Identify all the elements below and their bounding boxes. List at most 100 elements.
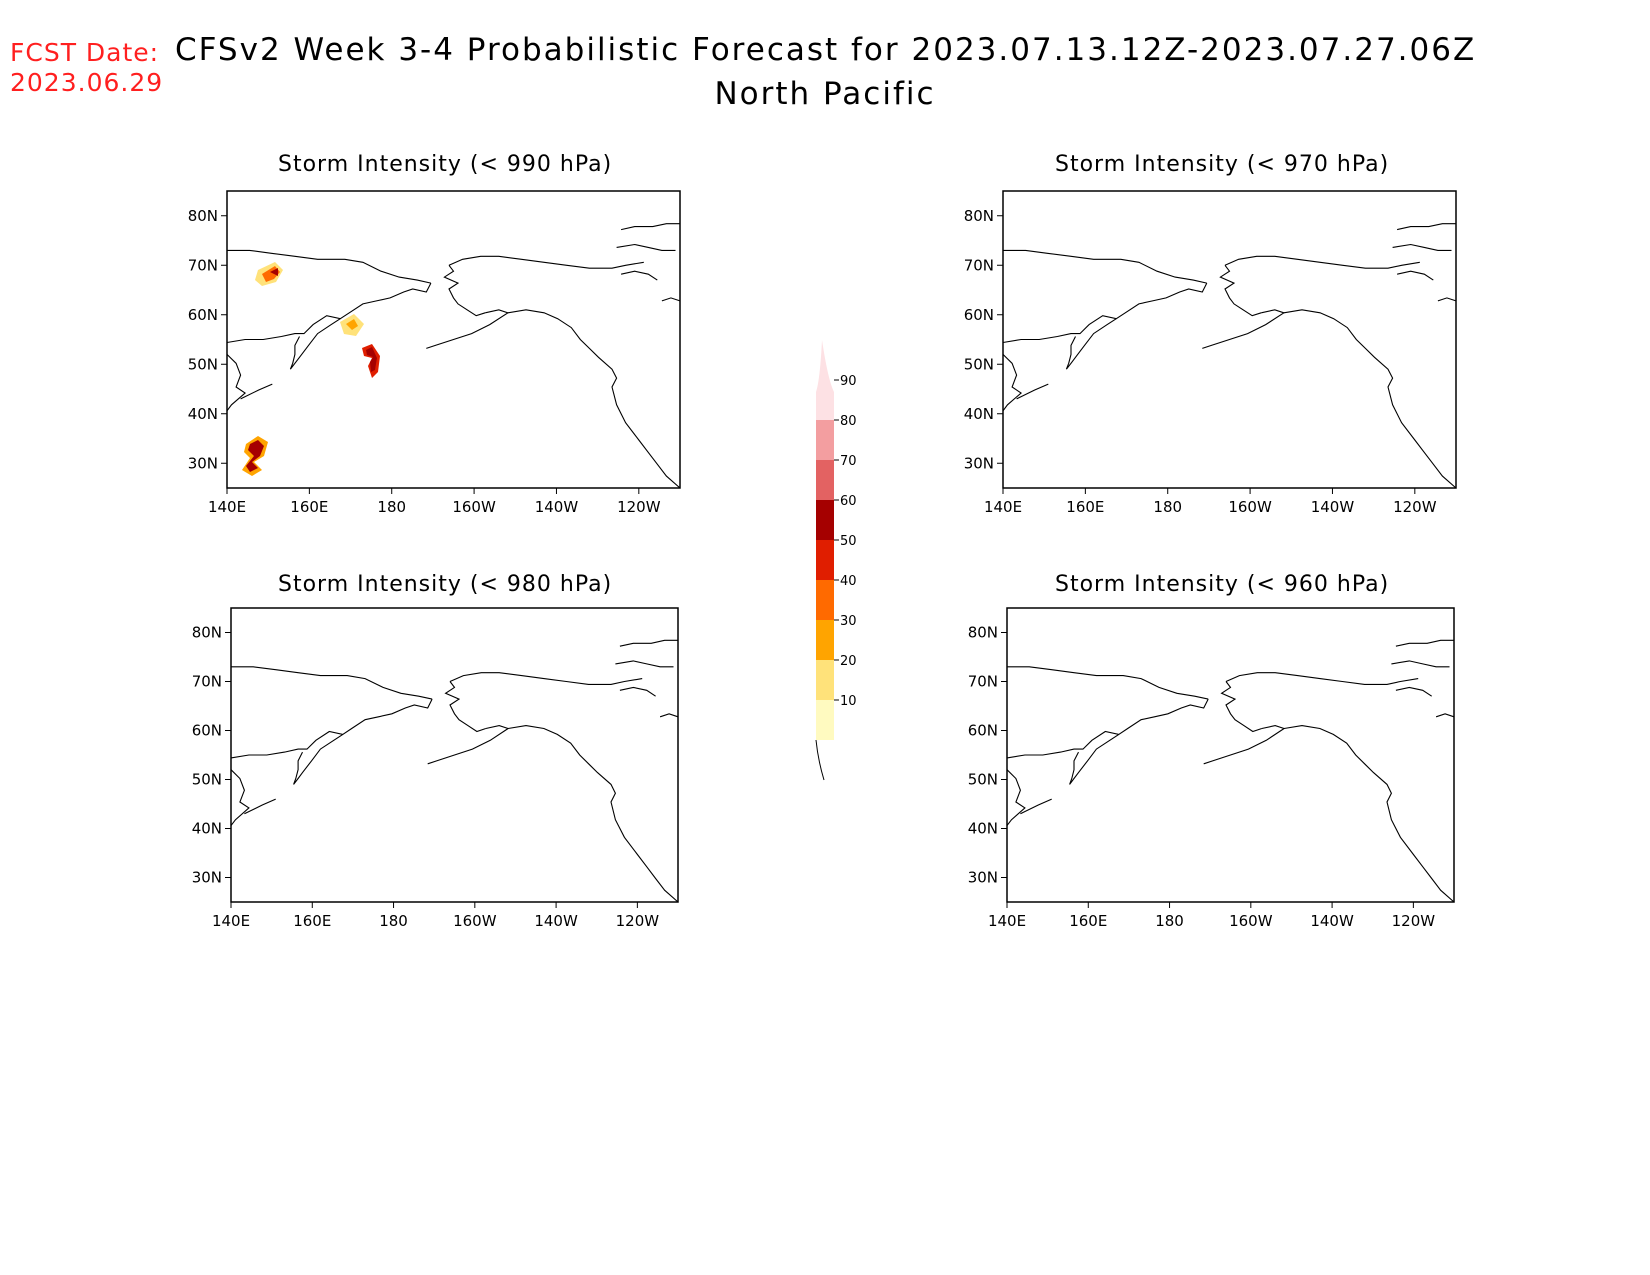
colorbar-segment xyxy=(816,540,834,580)
lon-tick-label: 180 xyxy=(1155,912,1184,930)
colorbar-segment xyxy=(816,660,834,700)
coastline xyxy=(1003,249,1207,284)
coastline xyxy=(226,354,247,412)
lat-tick-label: 50N xyxy=(964,355,994,373)
prob-blob-chukotka-max xyxy=(270,268,278,276)
coastline xyxy=(1391,660,1450,668)
coastline xyxy=(661,297,681,302)
coastline xyxy=(619,686,656,697)
map-frame-group xyxy=(1006,639,1455,903)
colorbar-label: 40 xyxy=(840,574,857,589)
lon-tick-label: 180 xyxy=(1153,498,1182,516)
coastline xyxy=(1065,318,1117,370)
coastline xyxy=(1202,309,1286,349)
coastline xyxy=(1283,309,1457,489)
lon-tick-label: 140W xyxy=(1311,498,1355,516)
panel-title: Storm Intensity (< 980 hPa) xyxy=(278,572,613,597)
colorbar-label: 90 xyxy=(840,374,857,389)
lat-tick-label: 80N xyxy=(192,624,222,642)
map-frame xyxy=(1006,607,1455,903)
lat-tick-label: 40N xyxy=(964,405,994,423)
lat-tick-label: 30N xyxy=(968,869,998,887)
lat-tick-label: 40N xyxy=(188,405,218,423)
lon-tick-label: 120W xyxy=(1392,912,1436,930)
coastline xyxy=(619,639,678,647)
coastline xyxy=(1396,270,1434,281)
lat-tick-label: 60N xyxy=(964,306,994,324)
coastline xyxy=(1220,681,1262,733)
coastline xyxy=(1437,297,1457,302)
coastline xyxy=(231,666,433,700)
forecast-date: FCST Date: 2023.06.29 xyxy=(10,38,163,98)
lon-tick-label: 160E xyxy=(1066,498,1104,516)
prob-blob-aleutian-core xyxy=(366,347,377,372)
map-frame-group xyxy=(226,223,681,489)
lon-tick-label: 160W xyxy=(453,912,497,930)
panel-title: Storm Intensity (< 970 hPa) xyxy=(1055,152,1390,177)
coastline xyxy=(1435,713,1455,718)
coastline xyxy=(293,733,344,785)
coastline xyxy=(1016,383,1049,400)
coastline xyxy=(448,255,644,269)
coastline xyxy=(227,249,432,284)
coastline xyxy=(1203,725,1286,765)
lon-tick-label: 160E xyxy=(293,912,331,930)
lon-tick-label: 160W xyxy=(452,498,496,516)
lon-tick-label: 120W xyxy=(617,498,661,516)
coastline xyxy=(449,672,643,685)
colorbar-label: 20 xyxy=(840,654,857,669)
colorbar-segment xyxy=(816,460,834,500)
coastline xyxy=(1007,666,1209,700)
colorbar-label: 60 xyxy=(840,494,857,509)
lat-tick-label: 40N xyxy=(192,820,222,838)
lon-tick-label: 160E xyxy=(290,498,328,516)
lat-tick-label: 40N xyxy=(968,820,998,838)
lon-tick-label: 140E xyxy=(984,498,1022,516)
colorbar-label: 70 xyxy=(840,454,857,469)
coastline xyxy=(1392,243,1452,251)
figure-title-region: North Pacific xyxy=(714,76,936,112)
coastline xyxy=(1395,639,1454,647)
forecast-date-label: FCST Date: xyxy=(10,38,160,67)
lat-tick-label: 60N xyxy=(192,722,222,740)
lat-tick-label: 30N xyxy=(192,869,222,887)
coastline xyxy=(443,264,486,317)
lat-tick-label: 70N xyxy=(968,673,998,691)
map-frame xyxy=(1002,190,1457,489)
colorbar-segment xyxy=(816,420,834,460)
lat-tick-label: 70N xyxy=(192,673,222,691)
coastline xyxy=(1002,354,1023,412)
coastline xyxy=(1069,733,1120,785)
coastline xyxy=(615,660,674,668)
coastline xyxy=(1219,264,1262,317)
lat-tick-label: 30N xyxy=(188,454,218,472)
lat-tick-label: 70N xyxy=(964,256,994,274)
coastline xyxy=(427,725,510,765)
forecast-date-value: 2023.06.29 xyxy=(10,68,164,97)
coastline xyxy=(620,270,658,281)
figure-title-main: CFSv2 Week 3-4 Probabilistic Forecast fo… xyxy=(175,32,1477,68)
colorbar-label: 50 xyxy=(840,534,857,549)
lon-tick-label: 140W xyxy=(534,912,578,930)
prob-blob-japan-core xyxy=(246,440,264,472)
panel-title: Storm Intensity (< 960 hPa) xyxy=(1055,572,1390,597)
coastline xyxy=(620,223,680,231)
lon-tick-label: 160W xyxy=(1229,912,1273,930)
lon-tick-label: 140E xyxy=(208,498,246,516)
lat-tick-label: 80N xyxy=(968,624,998,642)
lon-tick-label: 120W xyxy=(1393,498,1437,516)
coastline xyxy=(240,383,273,400)
colorbar-segment xyxy=(816,620,834,660)
lon-tick-label: 140E xyxy=(212,912,250,930)
coastline xyxy=(426,309,510,349)
lat-tick-label: 80N xyxy=(964,207,994,225)
colorbar-label: 80 xyxy=(840,414,857,429)
lon-tick-label: 140W xyxy=(1310,912,1354,930)
coastline xyxy=(616,243,676,251)
lon-tick-label: 160E xyxy=(1069,912,1107,930)
lat-tick-label: 70N xyxy=(188,256,218,274)
